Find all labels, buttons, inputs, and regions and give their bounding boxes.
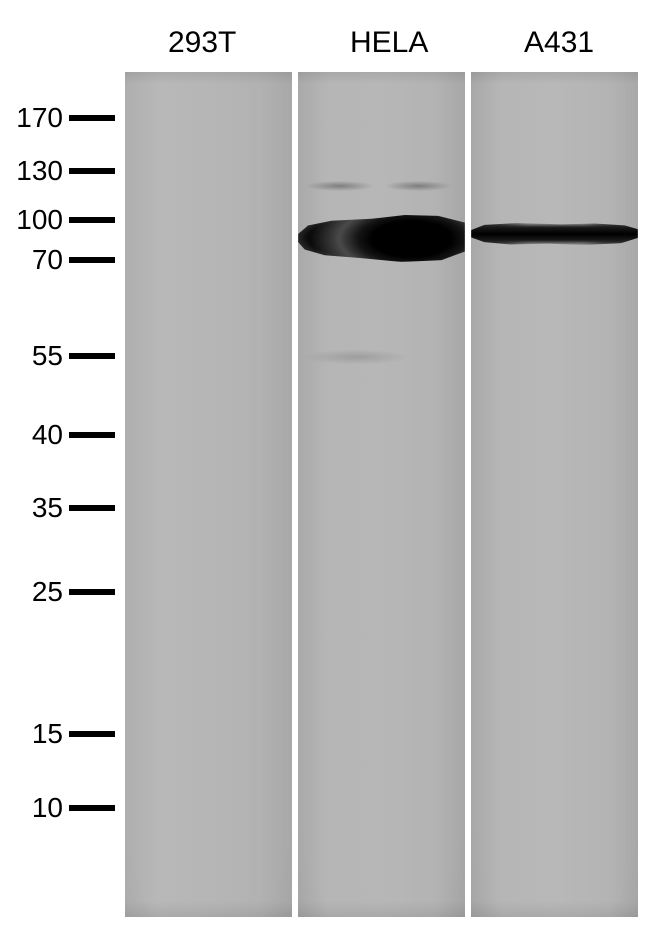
ladder-label: 55 [32,342,69,370]
ladder-marker: 15 [0,720,115,748]
ladder-tick [69,589,115,595]
blot-lanes-area [125,72,645,917]
ladder-tick [69,257,115,263]
lane-293t [125,72,292,917]
western-blot-figure: 170 130 100 70 55 40 35 25 15 10 293T HELA A431 [0,0,650,931]
ladder-tick [69,168,115,174]
lane-label-hela: HELA [350,26,428,60]
ladder-marker: 100 [0,206,115,234]
lane-labels-row: 293T HELA A431 [115,0,650,70]
ladder-label: 40 [32,421,69,449]
lane-vignette [298,72,465,917]
ladder-label: 25 [32,578,69,606]
lane-vignette [471,72,638,917]
lane-label-293t: 293T [168,26,236,60]
ladder-marker: 35 [0,494,115,522]
lane-hela [298,72,465,917]
ladder-label: 130 [16,157,69,185]
ladder-tick [69,505,115,511]
ladder-marker: 70 [0,246,115,274]
ladder-tick [69,432,115,438]
band [298,180,465,192]
lane-vignette [125,72,292,917]
ladder-tick [69,353,115,359]
ladder-marker: 25 [0,578,115,606]
lane-top-shade [471,72,638,84]
ladder-marker: 40 [0,421,115,449]
lane-top-shade [298,72,465,84]
ladder-marker: 130 [0,157,115,185]
ladder-tick [69,731,115,737]
ladder-label: 15 [32,720,69,748]
ladder-label: 170 [16,104,69,132]
ladder-tick [69,805,115,811]
lane-bottom-shade [125,901,292,917]
ladder-label: 35 [32,494,69,522]
molecular-weight-ladder: 170 130 100 70 55 40 35 25 15 10 [0,0,115,931]
ladder-tick [69,217,115,223]
ladder-label: 100 [16,206,69,234]
ladder-marker: 10 [0,794,115,822]
ladder-label: 10 [32,794,69,822]
ladder-label: 70 [32,246,69,274]
band [298,350,465,364]
ladder-marker: 55 [0,342,115,370]
lane-a431 [471,72,638,917]
lane-top-shade [125,72,292,84]
band [298,214,465,262]
band [471,222,638,246]
lane-bottom-shade [298,901,465,917]
lane-bottom-shade [471,901,638,917]
lane-label-a431: A431 [524,26,594,60]
ladder-marker: 170 [0,104,115,132]
ladder-tick [69,115,115,121]
